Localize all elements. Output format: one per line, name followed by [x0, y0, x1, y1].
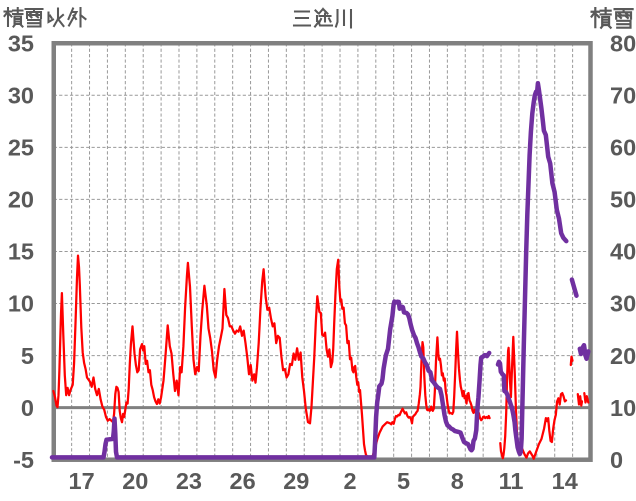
svg-text:20: 20 — [610, 343, 636, 369]
svg-text:5: 5 — [397, 468, 410, 494]
svg-text:20: 20 — [8, 187, 34, 213]
svg-text:26: 26 — [230, 468, 256, 494]
svg-text:15: 15 — [8, 239, 34, 265]
svg-text:10: 10 — [8, 291, 34, 317]
svg-text:2: 2 — [343, 468, 356, 494]
svg-text:29: 29 — [283, 468, 309, 494]
svg-text:11: 11 — [499, 468, 524, 494]
svg-text:0: 0 — [610, 447, 623, 473]
svg-text:70: 70 — [610, 83, 636, 109]
svg-text:30: 30 — [610, 291, 636, 317]
svg-text:80: 80 — [610, 31, 636, 57]
svg-text:40: 40 — [610, 239, 636, 265]
svg-text:35: 35 — [8, 31, 34, 57]
svg-text:30: 30 — [8, 83, 34, 109]
svg-text:5: 5 — [21, 343, 34, 369]
svg-text:10: 10 — [610, 395, 636, 421]
svg-text:14: 14 — [552, 468, 578, 494]
svg-text:25: 25 — [8, 135, 34, 161]
svg-text:-5: -5 — [13, 447, 34, 473]
svg-text:20: 20 — [122, 468, 148, 494]
svg-text:23: 23 — [176, 468, 202, 494]
svg-text:60: 60 — [610, 135, 636, 161]
svg-text:50: 50 — [610, 187, 636, 213]
svg-text:17: 17 — [69, 468, 95, 494]
svg-text:0: 0 — [21, 395, 34, 421]
svg-text:8: 8 — [451, 468, 464, 494]
